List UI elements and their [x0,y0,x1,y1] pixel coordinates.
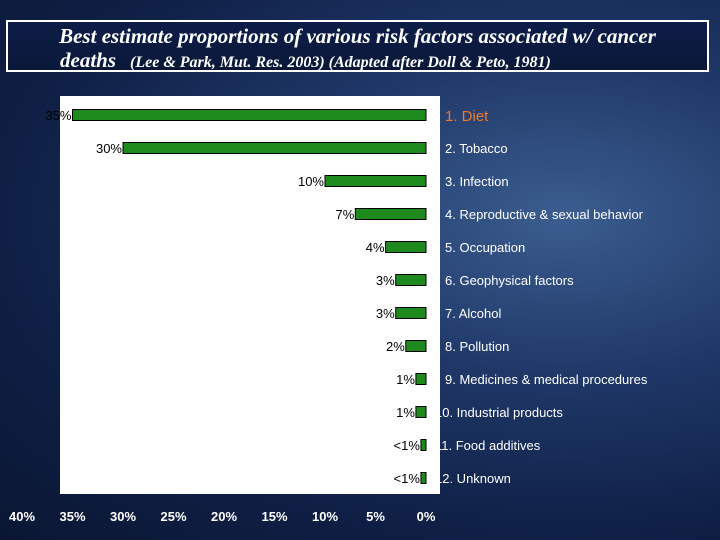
x-tick-label: 0% [417,509,436,524]
x-tick-label: 5% [366,509,385,524]
category-label-11: 11. Food additives [435,438,541,453]
chart-title: Best estimate proportions of various ris… [59,24,656,48]
x-tick-label: 35% [59,509,85,524]
chart-title-continuation: deaths [60,48,117,72]
bar-3 [324,175,427,187]
bar-1 [72,109,427,121]
plot-area [60,96,440,494]
bar-10 [415,406,427,418]
title-box: Best estimate proportions of various ris… [6,20,709,72]
category-label-12: 12. Unknown [435,471,511,486]
value-label-7: 3% [376,306,395,321]
bar-5 [385,241,427,253]
chart-title-line2: deaths (Lee & Park, Mut. Res. 2003) (Adap… [60,48,551,73]
category-label-6: 6. Geophysical factors [445,273,574,288]
value-label-11: <1% [394,438,421,453]
bar-2 [122,142,427,154]
category-label-7: 7. Alcohol [445,306,501,321]
category-label-9: 9. Medicines & medical procedures [445,372,648,387]
bar-9 [415,373,427,385]
bar-8 [405,340,427,352]
value-label-8: 2% [386,339,405,354]
bar-7 [395,307,427,319]
bar-11 [420,439,427,451]
category-label-10: 10. Industrial products [435,405,563,420]
category-label-3: 3. Infection [445,174,509,189]
value-label-1: 35% [45,108,71,123]
x-tick-label: 40% [9,509,35,524]
category-label-5: 5. Occupation [445,240,525,255]
value-label-12: <1% [394,471,421,486]
category-label-8: 8. Pollution [445,339,509,354]
x-tick-label: 15% [261,509,287,524]
x-tick-label: 10% [312,509,338,524]
value-label-4: 7% [336,207,355,222]
x-tick-label: 20% [211,509,237,524]
bar-12 [420,472,427,484]
bar-6 [395,274,427,286]
value-label-2: 30% [96,141,122,156]
x-tick-label: 30% [110,509,136,524]
value-label-10: 1% [396,405,415,420]
category-label-2: 2. Tobacco [445,141,508,156]
value-label-6: 3% [376,273,395,288]
category-label-4: 4. Reproductive & sexual behavior [445,207,644,222]
chart-subtitle: (Lee & Park, Mut. Res. 2003) (Adapted af… [130,54,551,71]
value-label-3: 10% [298,174,324,189]
bar-4 [354,208,427,220]
x-tick-label: 25% [160,509,186,524]
value-label-5: 4% [366,240,385,255]
value-label-9: 1% [396,372,415,387]
category-label-1: 1. Diet [445,108,489,125]
